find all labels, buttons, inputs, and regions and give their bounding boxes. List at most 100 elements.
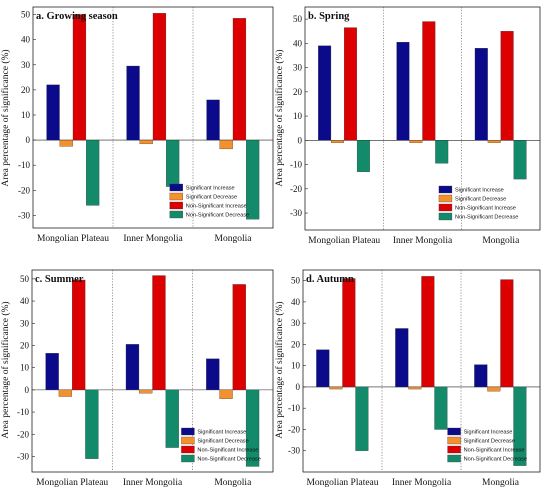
bar-non-significant-decrease-mongolia [513,140,527,180]
y-tick-label: 30 [293,63,303,73]
category-label: Mongolian Plateau [306,478,378,488]
bar-significant-increase-mongolia [474,48,488,141]
legend-swatch-non-significant-increase [447,445,461,454]
legend-swatch-significant-increase [181,427,195,436]
bar-significant-increase-mongolia [474,364,488,388]
bar-non-significant-decrease-inner-mongolia [166,139,180,187]
legend-swatch-non-significant-decrease [438,212,453,221]
panel-b-spring: -30 -20 -10 0 10 20 30 40 50 Mongolian Plateau Inn… [274,6,541,246]
chart-title: a. Growing season [36,11,118,22]
legend-label-non-significant-decrease: Non-Significant Decrease [455,215,518,221]
bar-significant-decrease-mongolian-plateau [331,140,345,143]
bar-non-significant-increase-mongolia [232,18,247,141]
y-tick-label: -30 [290,208,302,218]
legend-swatch-non-significant-decrease [169,210,183,219]
chart-title: b. Spring [308,11,350,22]
panel-d-autumn: -30 -20 -10 0 10 20 30 40 50 Mongolian Plateau Inn… [274,269,541,488]
category-label: Mongolian Plateau [308,236,380,246]
legend-label-non-significant-increase: Non-Significant Increase [464,448,525,454]
bar-significant-increase-mongolia [206,358,220,391]
bar-non-significant-increase-inner-mongolia [421,276,435,388]
y-tick-label: -20 [18,185,30,195]
bar-non-significant-increase-mongolia [232,284,246,391]
legend-label-significant-decrease: Significant Decrease [455,197,506,203]
category-label: Inner Mongolia [123,234,183,244]
bar-non-significant-decrease-inner-mongolia [165,389,179,448]
chart-title: c. Summer [35,274,84,285]
legend-swatch-significant-decrease [181,436,195,445]
y-tick-label: -10 [17,407,29,417]
y-axis-label: Area percentage of significance (%) [274,301,285,438]
category-label: Mongolia [214,478,252,488]
category-label: Mongolia [215,234,253,244]
legend-swatch-non-significant-increase [438,203,453,212]
y-axis-label: Area percentage of significance (%) [0,49,11,186]
legend-label-significant-increase: Significant Increase [197,430,246,436]
bar-significant-decrease-mongolian-plateau [329,386,343,390]
bar-non-significant-increase-mongolian-plateau [342,278,356,388]
bar-significant-decrease-mongolia [219,389,233,399]
legend: Significant Increase Significant Decrease… [169,183,249,219]
y-tick-label: 40 [291,297,301,307]
category-label: Mongolia [482,478,520,488]
chart-title: d. Autumn [306,274,354,285]
bar-non-significant-increase-mongolian-plateau [344,27,357,141]
y-tick-label: 10 [21,110,31,120]
bar-significant-increase-inner-mongolia [126,65,140,141]
bar-significant-decrease-inner-mongolia [139,139,153,145]
y-tick-label: 10 [20,363,30,373]
bar-significant-increase-mongolian-plateau [45,353,59,391]
y-tick-label: 50 [20,274,30,284]
bar-significant-decrease-inner-mongolia [408,386,422,390]
panel-a-growing-season: -30 -20 -10 0 10 20 30 40 50 Mongolian Plateau Inn… [0,6,274,244]
legend-label-significant-decrease: Significant Decrease [197,439,248,445]
y-axis-label: Area percentage of significance (%) [0,301,11,438]
legend-swatch-non-significant-increase [169,201,183,210]
y-tick-label: 0 [25,385,30,395]
bar-non-significant-increase-mongolian-plateau [72,279,86,391]
bar-significant-increase-mongolia [206,99,220,141]
bar-significant-decrease-mongolian-plateau [59,139,73,147]
y-tick-label: 10 [291,361,301,371]
bar-non-significant-increase-inner-mongolia [152,275,166,391]
y-tick-label: 20 [291,339,301,349]
legend: Significant Increase Significant Decrease… [181,427,261,463]
bar-non-significant-increase-inner-mongolia [152,13,167,141]
legend: Significant Increase Significant Decrease… [447,427,527,463]
y-tick-label: -10 [18,160,30,170]
y-tick-label: 30 [21,60,31,70]
bar-significant-increase-mongolian-plateau [316,349,330,388]
category-label: Mongolian Plateau [37,234,109,244]
bar-significant-decrease-mongolia [487,140,501,143]
category-label: Inner Mongolia [393,236,453,246]
bar-non-significant-increase-mongolian-plateau [72,14,87,141]
bar-non-significant-decrease-mongolia [513,386,527,466]
y-tick-label: -20 [290,184,302,194]
y-tick-label: 40 [293,38,303,48]
legend-swatch-significant-increase [169,183,183,192]
bar-significant-increase-mongolian-plateau [46,84,60,141]
bar-significant-decrease-inner-mongolia [139,389,153,394]
legend-swatch-non-significant-increase [181,445,195,454]
legend-swatch-non-significant-decrease [447,454,461,463]
y-tick-label: 20 [20,340,30,350]
y-tick-label: 20 [21,85,31,95]
y-tick-label: -20 [288,424,300,434]
bar-non-significant-decrease-mongolia [245,389,260,467]
bar-non-significant-decrease-mongolian-plateau [355,386,369,451]
y-tick-label: -30 [288,446,300,456]
bar-significant-decrease-mongolia [219,139,233,150]
y-tick-label: 40 [20,296,30,306]
legend-label-significant-increase: Significant Increase [464,430,513,436]
y-tick-label: 50 [291,276,301,286]
bar-significant-increase-inner-mongolia [125,344,140,391]
bar-non-significant-increase-inner-mongolia [422,21,436,141]
bar-non-significant-increase-mongolia [500,31,514,141]
legend-label-non-significant-increase: Non-Significant Increase [197,448,258,454]
legend-label-significant-decrease: Significant Decrease [186,195,237,201]
y-tick-label: 30 [291,318,301,328]
y-tick-label: 50 [21,10,31,20]
bar-significant-increase-inner-mongolia [396,41,410,141]
bar-non-significant-decrease-mongolia [246,139,260,220]
